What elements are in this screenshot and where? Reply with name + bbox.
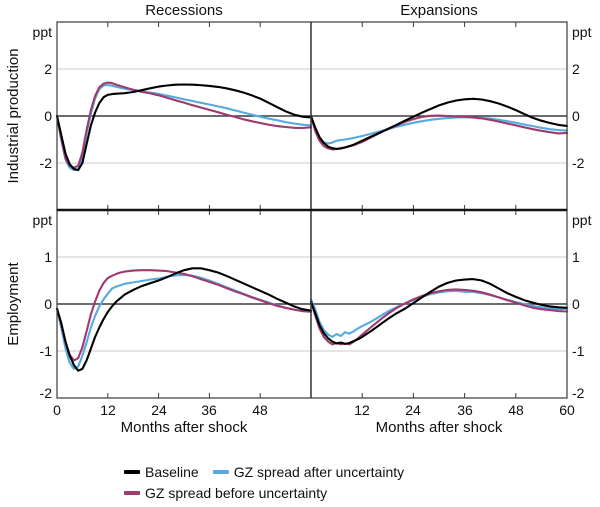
x-tick-label: 12 (100, 402, 116, 418)
x-tick-label: 0 (53, 402, 61, 418)
legend-label: GZ spread before uncertainty (145, 484, 328, 501)
unit-label-bottom-right: ppt (572, 212, 592, 228)
x-tick-label: 48 (252, 402, 268, 418)
series-line-baseline (309, 97, 569, 150)
legend-row: Baseline GZ spread after uncertainty (124, 461, 418, 482)
series-line-baseline (309, 278, 569, 345)
legend-item-baseline: Baseline (124, 464, 199, 480)
legend-item-gz-after: GZ spread after uncertainty (212, 463, 405, 480)
x-tick-label: 48 (508, 402, 524, 418)
series-line-gz-spread-before-uncertainty (309, 114, 569, 151)
unit-label-top-left: ppt (32, 24, 52, 40)
y-tick-label: 1 (44, 249, 52, 265)
x-tick-label: 12 (354, 402, 370, 418)
x-tick-label: 24 (151, 402, 167, 418)
series-line-baseline (55, 267, 313, 372)
y-tick-label: 0 (44, 296, 52, 312)
column-title-recessions: Recessions (145, 2, 223, 19)
y-tick-label: -1 (39, 343, 52, 359)
x-axis-label-right: Months after shock (375, 419, 503, 436)
x-tick-label: 60 (559, 402, 575, 418)
series-line-gz-spread-before-uncertainty (55, 269, 313, 362)
x-tick-label: 24 (405, 402, 421, 418)
unit-label-bottom-left: ppt (32, 212, 52, 228)
x-tick-label: 36 (457, 402, 473, 418)
y-tick-label: -1 (572, 343, 585, 359)
x-tick-label: 36 (201, 402, 217, 418)
y-tick-label: 2 (572, 61, 580, 77)
row-label-employment: Employment (5, 262, 22, 346)
column-title-expansions: Expansions (400, 2, 478, 19)
x-axis-label-left: Months after shock (120, 419, 248, 436)
legend-label: Baseline (145, 463, 199, 480)
legend-item-gz-before: GZ spread before uncertainty (124, 485, 327, 501)
series-line-gz-spread-after-uncertainty (309, 114, 569, 145)
unit-label-top-right: ppt (572, 24, 592, 40)
y-tick-label: 0 (572, 108, 580, 124)
gz-after-line-swatch-icon (212, 469, 229, 474)
gz-before-line-swatch-icon (124, 490, 140, 495)
baseline-line-swatch-icon (124, 469, 140, 474)
y-tick-label: -2 (39, 385, 52, 401)
y-tick-label: -2 (572, 385, 585, 401)
series-line-gz-spread-before-uncertainty (55, 81, 313, 169)
legend: Baseline GZ spread after uncertainty GZ … (124, 461, 418, 503)
legend-row: GZ spread before uncertainty (124, 482, 418, 503)
series-line-gz-spread-after-uncertainty (55, 273, 313, 370)
series-line-gz-spread-before-uncertainty (309, 288, 569, 346)
y-tick-label: -2 (39, 155, 52, 171)
y-tick-label: 0 (572, 296, 580, 312)
legend-label: GZ spread after uncertainty (233, 463, 405, 480)
series-line-gz-spread-after-uncertainty (309, 289, 569, 338)
y-tick-label: 1 (572, 249, 580, 265)
y-tick-label: 0 (44, 108, 52, 124)
y-tick-label: -2 (572, 155, 585, 171)
y-tick-label: 2 (44, 61, 52, 77)
series-line-baseline (55, 83, 313, 172)
row-label-industrial-production: Industrial production (5, 48, 22, 184)
